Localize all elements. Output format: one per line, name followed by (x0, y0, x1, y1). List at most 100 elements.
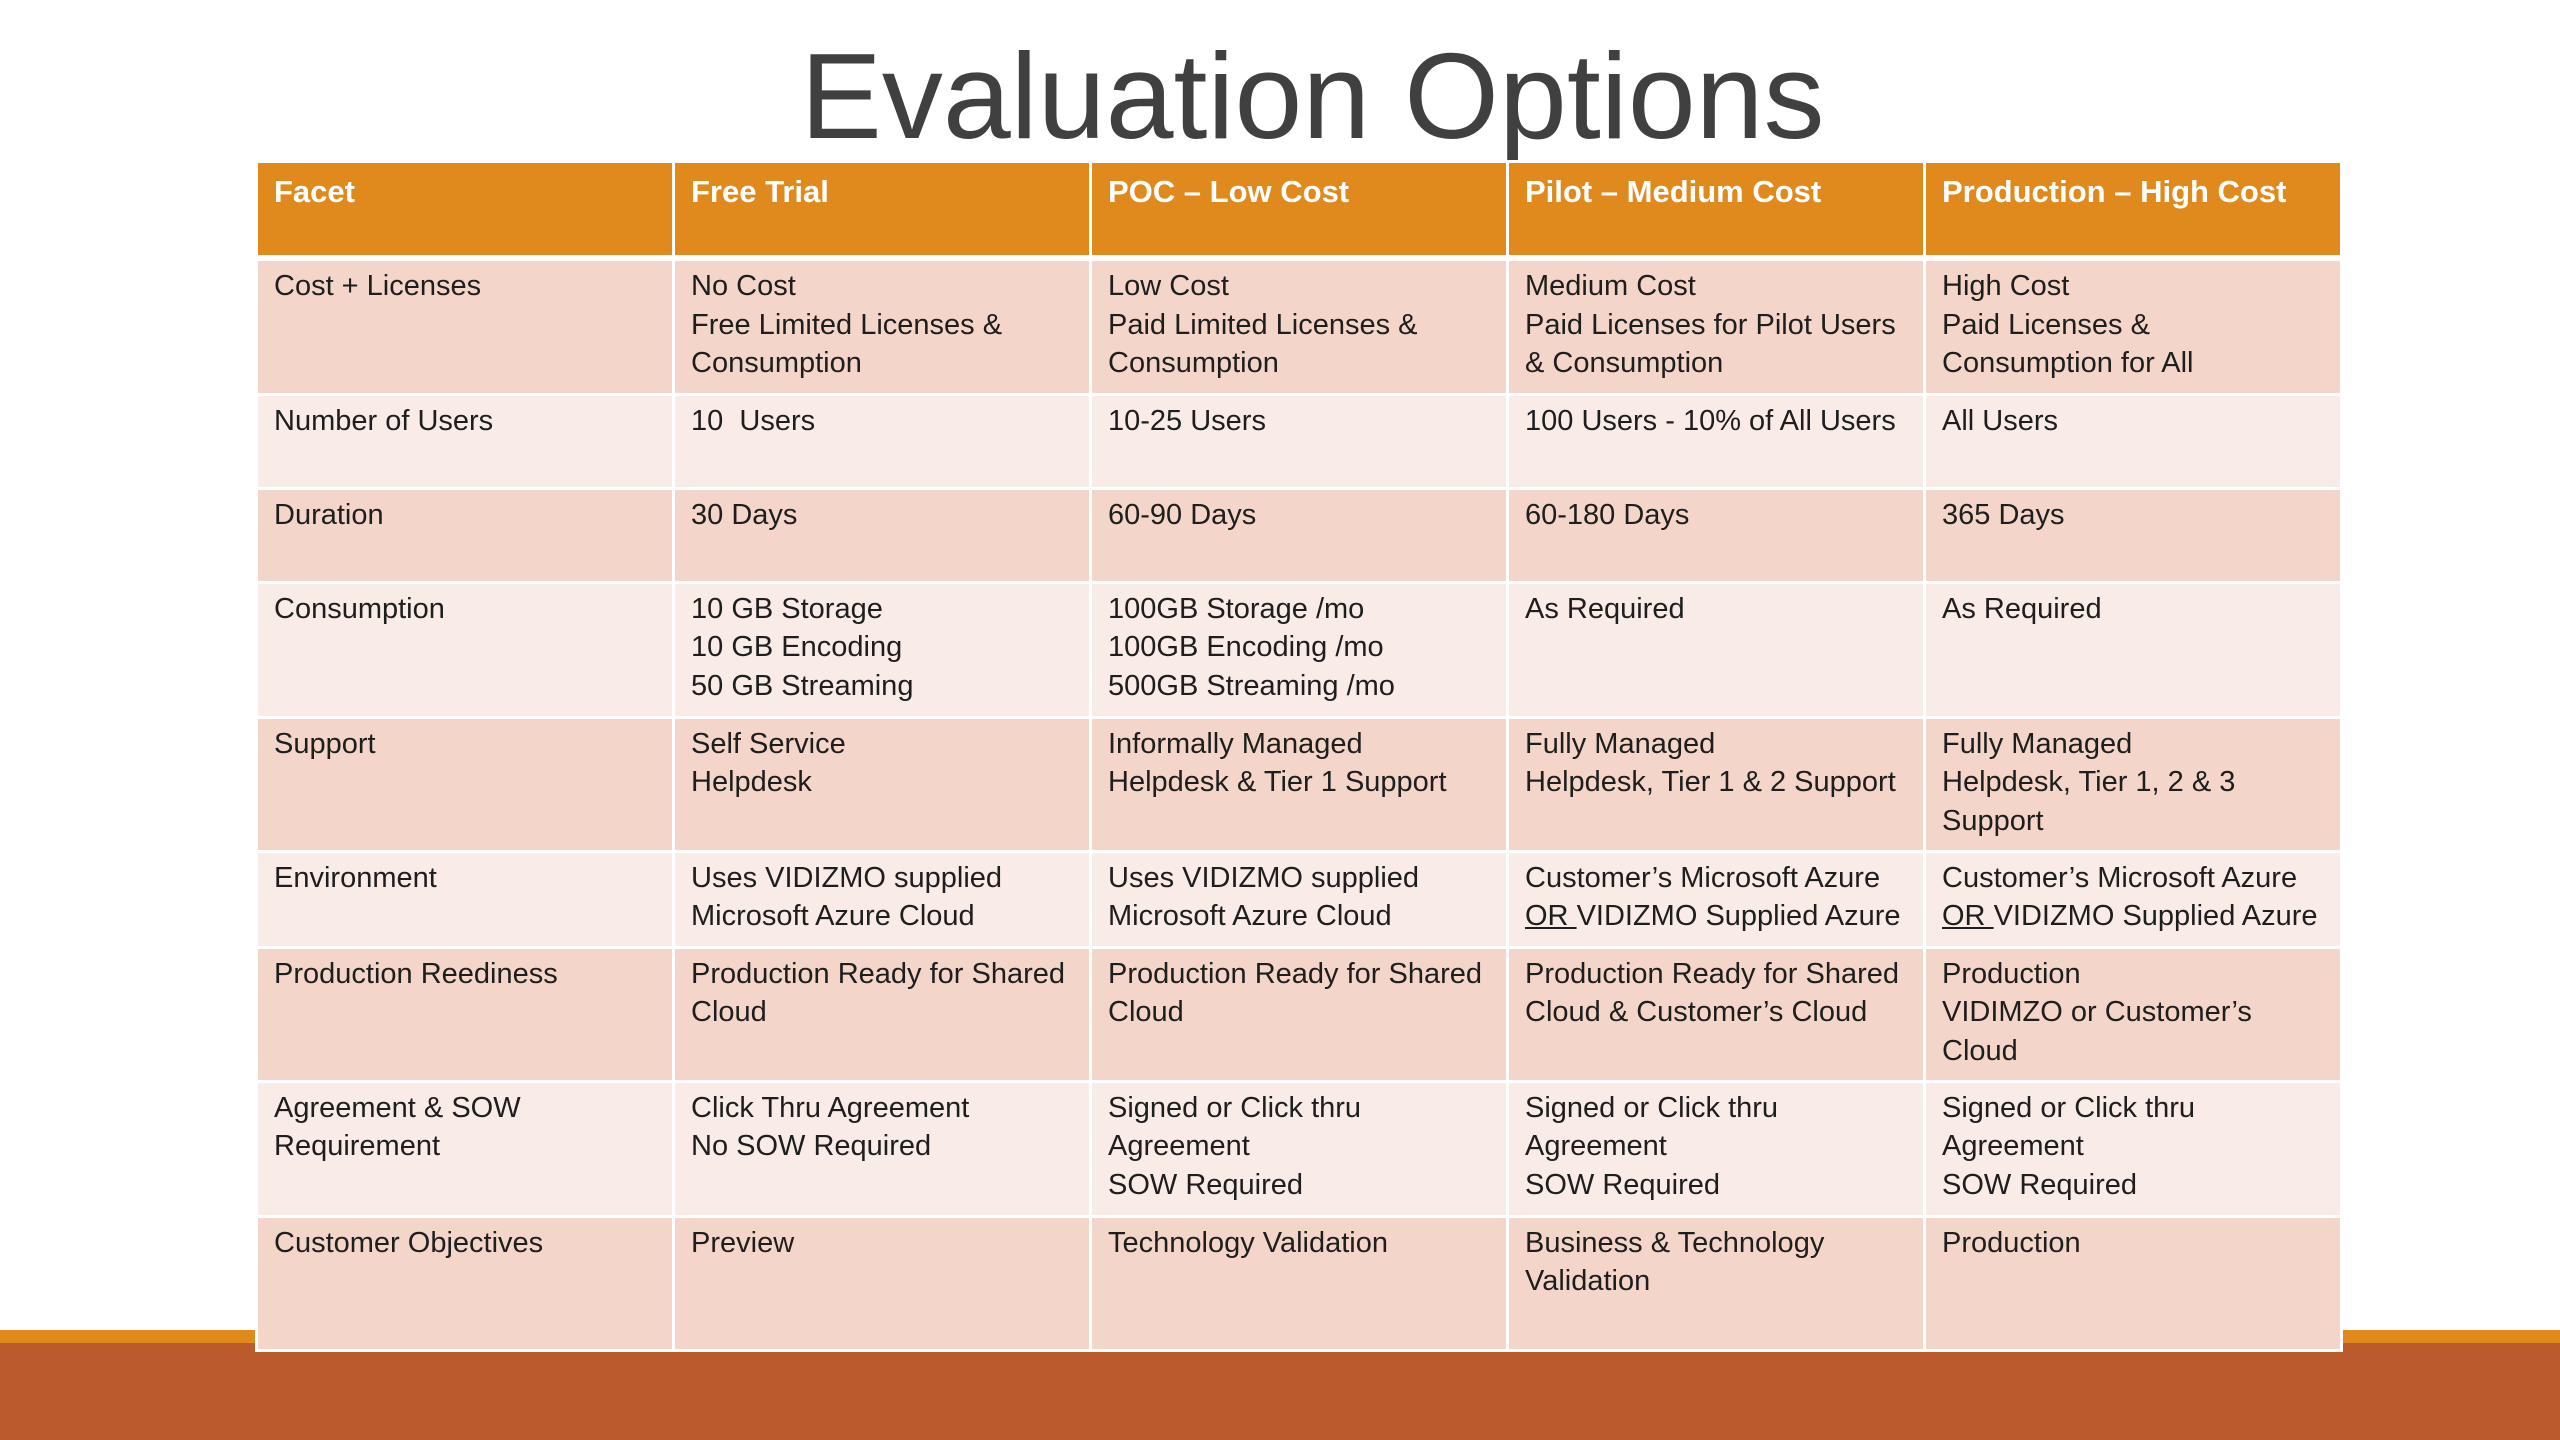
cell-line: Agreement (1525, 1130, 1667, 1162)
cell-line: 30 Days (691, 498, 798, 531)
cell-line: Support (1942, 804, 2044, 837)
cell-line: Uses VIDIZMO supplied (691, 861, 1003, 894)
table-row: Consumption 10 GB Storage 10 GB Encoding… (255, 580, 2343, 719)
table-cell: No Cost Free Limited Licenses & Consumpt… (672, 256, 1092, 396)
table-row: Support Self Service Helpdesk Informally… (255, 715, 2343, 853)
facet-cell: Support (255, 715, 675, 853)
cell-line: 10 GB Storage (691, 592, 883, 625)
cell-line: Uses VIDIZMO supplied (1108, 861, 1420, 894)
cell-line: Medium Cost (1525, 270, 1696, 302)
table-cell: As Required (1506, 580, 1926, 719)
cell-line: Production Ready for Shared (1525, 957, 1899, 990)
table-row: Agreement & SOW Requirement Click Thru A… (255, 1079, 2343, 1218)
table-row: Cost + Licenses No Cost Free Limited Lic… (255, 256, 2343, 396)
cell-line: Production (1942, 1226, 2081, 1259)
cell-line: Signed or Click thru (1942, 1091, 2196, 1124)
cell-line: Low Cost (1108, 270, 1229, 302)
cell-line: Consumption for All (1942, 347, 2194, 379)
table-row: Number of Users 10 Users 10-25 Users 100… (255, 392, 2343, 490)
table-row: Customer Objectives Preview Technology V… (255, 1214, 2343, 1352)
cell-line: Production (1942, 957, 2081, 990)
cell-line: Microsoft Azure Cloud (1108, 900, 1392, 932)
facet-cell: Duration (255, 486, 675, 584)
cell-line: Paid Licenses & (1942, 308, 2150, 341)
header-pilot: Pilot – Medium Cost (1506, 160, 1926, 260)
header-facet: Facet (255, 160, 675, 260)
table-cell: Low Cost Paid Limited Licenses & Consump… (1089, 256, 1509, 396)
table-cell: Production Ready for Shared Cloud (1089, 945, 1509, 1083)
cell-line: All Users (1942, 404, 2059, 437)
table-cell: Self Service Helpdesk (672, 715, 1092, 853)
cell-line: Preview (691, 1226, 795, 1259)
cell-line: 10-25 Users (1108, 404, 1266, 437)
table-cell: Preview (672, 1214, 1092, 1352)
table-cell: 10 GB Storage 10 GB Encoding 50 GB Strea… (672, 580, 1092, 719)
cell-line: 365 Days (1942, 498, 2065, 531)
table-row: Duration 30 Days 60-90 Days 60-180 Days … (255, 486, 2343, 584)
cell-line: Validation (1525, 1265, 1651, 1297)
cell-line: Helpdesk, Tier 1 & 2 Support (1525, 766, 1896, 798)
cell-line: Production Ready for Shared (691, 957, 1065, 990)
table-cell: Customer’s Microsoft Azure OR VIDIZMO Su… (1506, 849, 1926, 949)
table-cell: Production Ready for Shared Cloud (672, 945, 1092, 1083)
cell-line: OR VIDIZMO Supplied Azure (1525, 900, 1901, 932)
cell-line: 60-180 Days (1525, 498, 1690, 531)
facet-cell: Number of Users (255, 392, 675, 490)
table-row: Production Reediness Production Ready fo… (255, 945, 2343, 1083)
header-production: Production – High Cost (1923, 160, 2343, 260)
cell-line: Helpdesk & Tier 1 Support (1108, 766, 1447, 798)
cell-line: 100GB Encoding /mo (1108, 631, 1384, 663)
cell-line: High Cost (1942, 270, 2070, 302)
cell-line: Technology Validation (1108, 1226, 1388, 1259)
cell-line: Cloud (691, 996, 767, 1028)
cell-line: 50 GB Streaming (691, 669, 914, 702)
cell-line: No SOW Required (691, 1130, 932, 1162)
cell-line: As Required (1525, 592, 1685, 625)
cell-line: Click Thru Agreement (691, 1091, 970, 1124)
cell-line: Consumption (691, 347, 862, 379)
table-cell: Signed or Click thru Agreement SOW Requi… (1506, 1079, 1926, 1218)
cell-line: Free Limited Licenses & (691, 308, 1003, 341)
facet-cell: Production Reediness (255, 945, 675, 1083)
cell-line: Helpdesk (691, 766, 812, 798)
facet-cell: Environment (255, 849, 675, 949)
cell-line: Helpdesk, Tier 1, 2 & 3 (1942, 766, 2236, 798)
cell-line: Cloud (1942, 1034, 2018, 1067)
table-cell: Fully Managed Helpdesk, Tier 1 & 2 Suppo… (1506, 715, 1926, 853)
facet-cell: Customer Objectives (255, 1214, 675, 1352)
cell-line: 100 Users - 10% of All Users (1525, 404, 1896, 437)
cell-line: Informally Managed (1108, 727, 1363, 760)
table-cell: Signed or Click thru Agreement SOW Requi… (1089, 1079, 1509, 1218)
table-cell: 60-180 Days (1506, 486, 1926, 584)
evaluation-options-table: Facet Free Trial POC – Low Cost Pilot – … (255, 160, 2343, 1352)
facet-cell: Agreement & SOW Requirement (255, 1079, 675, 1218)
table-cell: Customer’s Microsoft Azure OR VIDIZMO Su… (1923, 849, 2343, 949)
cell-line: Business & Technology (1525, 1226, 1825, 1259)
table-cell: Medium Cost Paid Licenses for Pilot User… (1506, 256, 1926, 396)
cell-line: & Consumption (1525, 347, 1724, 379)
table-cell: Technology Validation (1089, 1214, 1509, 1352)
cell-line: SOW Required (1108, 1168, 1304, 1201)
facet-cell: Cost + Licenses (255, 256, 675, 396)
table-cell: 60-90 Days (1089, 486, 1509, 584)
cell-line: 100GB Storage /mo (1108, 592, 1365, 625)
cell-line: As Required (1942, 592, 2102, 625)
or-underlined-text: OR (1525, 900, 1577, 932)
or-underlined-text: OR (1942, 900, 1994, 932)
cell-line: 500GB Streaming /mo (1108, 669, 1395, 702)
cell-line: Agreement (1108, 1130, 1250, 1162)
table-cell: Business & Technology Validation (1506, 1214, 1926, 1352)
cell-line: Microsoft Azure Cloud (691, 900, 975, 932)
cell-line: SOW Required (1942, 1168, 2138, 1201)
table-cell: Click Thru Agreement No SOW Required (672, 1079, 1092, 1218)
cell-line: Signed or Click thru (1108, 1091, 1362, 1124)
cell-line: SOW Required (1525, 1168, 1721, 1201)
cell-line: Self Service (691, 727, 846, 760)
cell-line: No Cost (691, 270, 796, 302)
table-cell: Production Ready for Shared Cloud & Cust… (1506, 945, 1926, 1083)
cell-line: Customer’s Microsoft Azure (1942, 861, 2298, 894)
table-cell: Uses VIDIZMO supplied Microsoft Azure Cl… (1089, 849, 1509, 949)
table-cell: Fully Managed Helpdesk, Tier 1, 2 & 3 Su… (1923, 715, 2343, 853)
table-row: Environment Uses VIDIZMO supplied Micros… (255, 849, 2343, 949)
cell-line: Consumption (1108, 347, 1279, 379)
